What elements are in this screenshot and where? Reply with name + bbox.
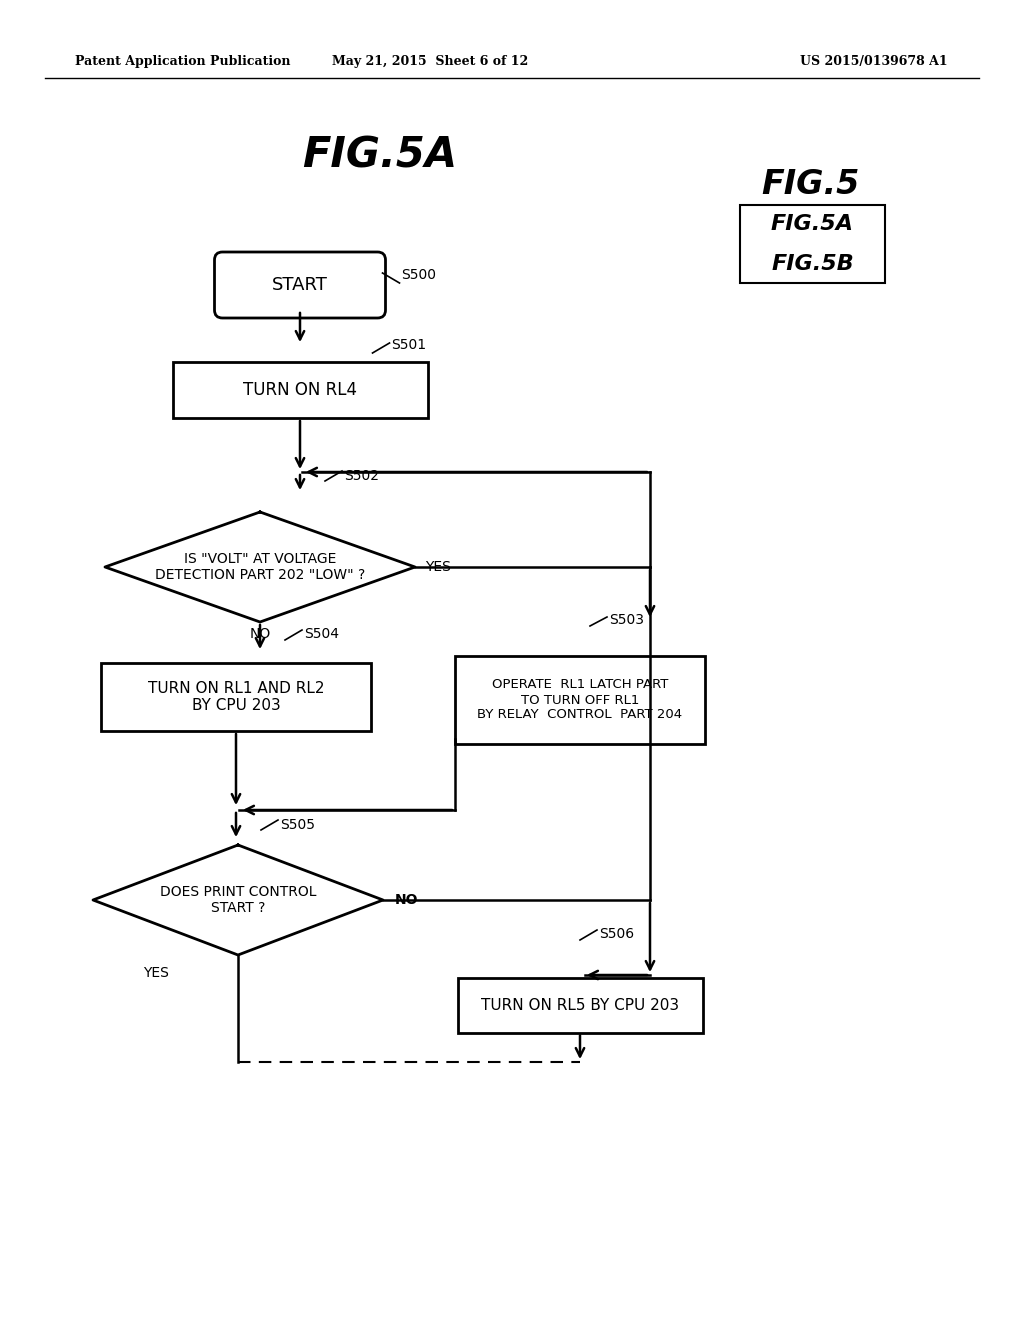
Text: S504: S504 — [304, 627, 339, 642]
Text: TURN ON RL4: TURN ON RL4 — [243, 381, 357, 399]
Text: S502: S502 — [344, 469, 379, 483]
Text: US 2015/0139678 A1: US 2015/0139678 A1 — [800, 55, 947, 69]
FancyBboxPatch shape — [101, 663, 371, 731]
FancyBboxPatch shape — [455, 656, 705, 744]
Text: DOES PRINT CONTROL
START ?: DOES PRINT CONTROL START ? — [160, 884, 316, 915]
Text: FIG.5B: FIG.5B — [771, 253, 854, 273]
Text: YES: YES — [425, 560, 451, 574]
Text: FIG.5A: FIG.5A — [771, 214, 854, 235]
Text: YES: YES — [143, 966, 169, 979]
Text: S505: S505 — [280, 818, 315, 832]
Text: S500: S500 — [401, 268, 436, 282]
Text: S503: S503 — [609, 612, 644, 627]
Text: FIG.5: FIG.5 — [761, 169, 859, 202]
Text: Patent Application Publication: Patent Application Publication — [75, 55, 291, 69]
Text: NO: NO — [395, 894, 419, 907]
Text: NO: NO — [250, 627, 271, 642]
Text: TURN ON RL1 AND RL2
BY CPU 203: TURN ON RL1 AND RL2 BY CPU 203 — [147, 681, 325, 713]
Text: May 21, 2015  Sheet 6 of 12: May 21, 2015 Sheet 6 of 12 — [332, 55, 528, 69]
Text: START: START — [272, 276, 328, 294]
FancyBboxPatch shape — [458, 978, 702, 1032]
Text: S501: S501 — [391, 338, 427, 352]
FancyBboxPatch shape — [172, 362, 427, 418]
FancyBboxPatch shape — [740, 205, 885, 282]
FancyBboxPatch shape — [214, 252, 385, 318]
Text: FIG.5A: FIG.5A — [302, 135, 458, 176]
Text: OPERATE  RL1 LATCH PART
TO TURN OFF RL1
BY RELAY  CONTROL  PART 204: OPERATE RL1 LATCH PART TO TURN OFF RL1 B… — [477, 678, 683, 722]
Text: S506: S506 — [599, 927, 634, 941]
Text: IS "VOLT" AT VOLTAGE
DETECTION PART 202 "LOW" ?: IS "VOLT" AT VOLTAGE DETECTION PART 202 … — [155, 552, 366, 582]
Text: TURN ON RL5 BY CPU 203: TURN ON RL5 BY CPU 203 — [481, 998, 679, 1012]
